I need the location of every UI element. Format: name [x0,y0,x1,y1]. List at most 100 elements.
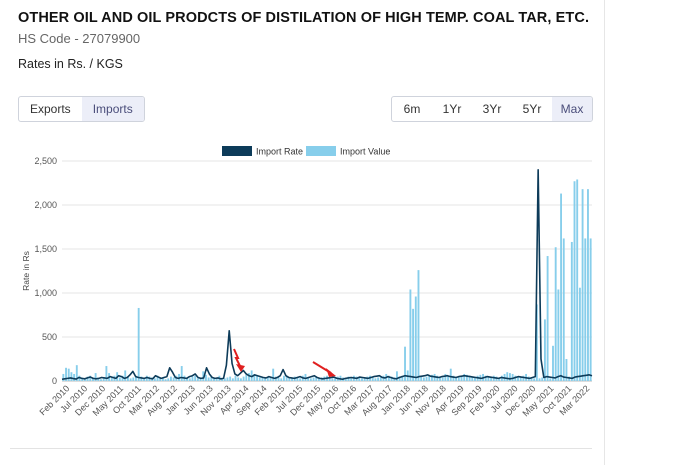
import-value-bar [283,375,285,381]
import-value-bar [91,377,94,381]
import-value-bar [455,376,458,381]
tab-exports[interactable]: Exports [30,102,71,116]
y-tick-label: 0 [52,376,57,386]
import-value-bar [562,238,565,381]
import-value-bar [170,376,172,381]
import-value-bar [401,375,404,381]
import-value-bar [379,376,382,381]
y-tick-label: 1,500 [34,244,57,254]
import-value-bar [511,373,514,381]
import-value-bar [167,378,170,381]
import-value-bar [517,376,519,381]
import-value-bar [221,379,224,381]
import-value-bar [570,241,573,381]
import-value-bar [202,371,205,381]
legend-rate-label: Import Rate [256,147,303,157]
hs-code: HS Code - 27079900 [18,31,141,46]
import-value-bar [242,376,245,381]
import-value-bar [296,377,299,381]
import-value-bar [331,378,334,381]
import-value-bar [143,377,145,381]
import-value-bar [334,377,337,381]
import-value-bar [264,378,267,381]
import-value-bar [417,270,420,381]
import-value-bar [105,366,108,381]
import-value-bar [100,379,102,381]
import-value-bar [315,376,318,381]
import-value-bar [436,375,439,381]
range-5yr-button[interactable]: 5Yr [522,102,542,116]
import-value-bar [159,378,162,381]
import-value-bar [568,376,571,381]
import-value-bar [261,376,264,381]
trade-type-toggle: Exports Imports [18,96,145,122]
import-value-bar [576,179,579,381]
import-value-bar [210,376,213,381]
import-value-bar [565,359,568,381]
import-value-bar [444,373,447,381]
import-value-bar [371,377,374,381]
annotation-arrowhead-2016 [326,368,336,377]
import-value-bar [248,373,250,381]
import-value-bar [285,376,288,381]
import-value-bar [153,378,156,381]
import-value-bar [196,378,199,381]
y-tick-label: 2,000 [34,200,57,210]
range-max-button[interactable]: Max [552,97,592,121]
import-value-bar [581,189,584,381]
bottom-divider [10,448,592,449]
import-value-bar [239,378,242,381]
import-value-bar [110,376,113,381]
import-value-bar [522,375,525,381]
import-value-bar [180,366,183,381]
import-value-bar [132,377,135,381]
import-value-bar [554,247,557,381]
import-value-bar [191,376,194,381]
import-value-bar [161,377,164,381]
import-value-bar [484,375,487,381]
import-value-bar [430,374,433,381]
import-value-bar [258,377,261,381]
import-value-bar [530,377,533,381]
import-value-bar [465,374,468,381]
import-value-bar [344,378,347,381]
import-value-bar [164,379,167,381]
range-6m-button[interactable]: 6m [403,102,421,116]
import-value-bar [140,376,143,381]
import-value-bar [231,378,234,381]
import-value-bar [288,377,291,381]
import-value-bar [272,368,275,381]
import-value-bar [549,378,552,381]
import-value-bar [412,308,415,381]
import-value-bar [256,375,258,381]
import-value-bar [363,377,366,381]
import-value-bar [449,368,452,381]
import-value-bar [498,377,501,381]
import-value-bar [447,375,450,381]
import-value-bar [70,372,73,381]
import-value-bar [490,377,493,381]
import-value-bar [587,189,589,381]
y-tick-label: 1,000 [34,288,57,298]
import-value-bar [474,377,476,381]
import-value-bar [124,370,127,381]
import-value-bar [172,377,175,381]
tab-imports[interactable]: Imports [81,97,144,121]
import-value-bar [414,296,417,381]
legend-rate-swatch [222,146,252,156]
import-value-bar [358,377,361,381]
import-value-bar [126,376,129,381]
import-value-bar [83,378,86,381]
import-value-bar [129,378,132,381]
import-value-bar [291,378,293,381]
import-value-bar [274,376,277,381]
import-value-bar [215,377,218,381]
import-value-bar [62,373,65,381]
import-value-bar [253,373,256,381]
range-1yr-button[interactable]: 1Yr [442,102,462,116]
import-value-bar [552,345,554,381]
import-value-bar [422,377,425,381]
range-3yr-button[interactable]: 3Yr [482,102,502,116]
import-value-bar [535,304,538,381]
page-title: OTHER OIL AND OIL PRODCTS OF DISTILATION… [18,10,590,26]
